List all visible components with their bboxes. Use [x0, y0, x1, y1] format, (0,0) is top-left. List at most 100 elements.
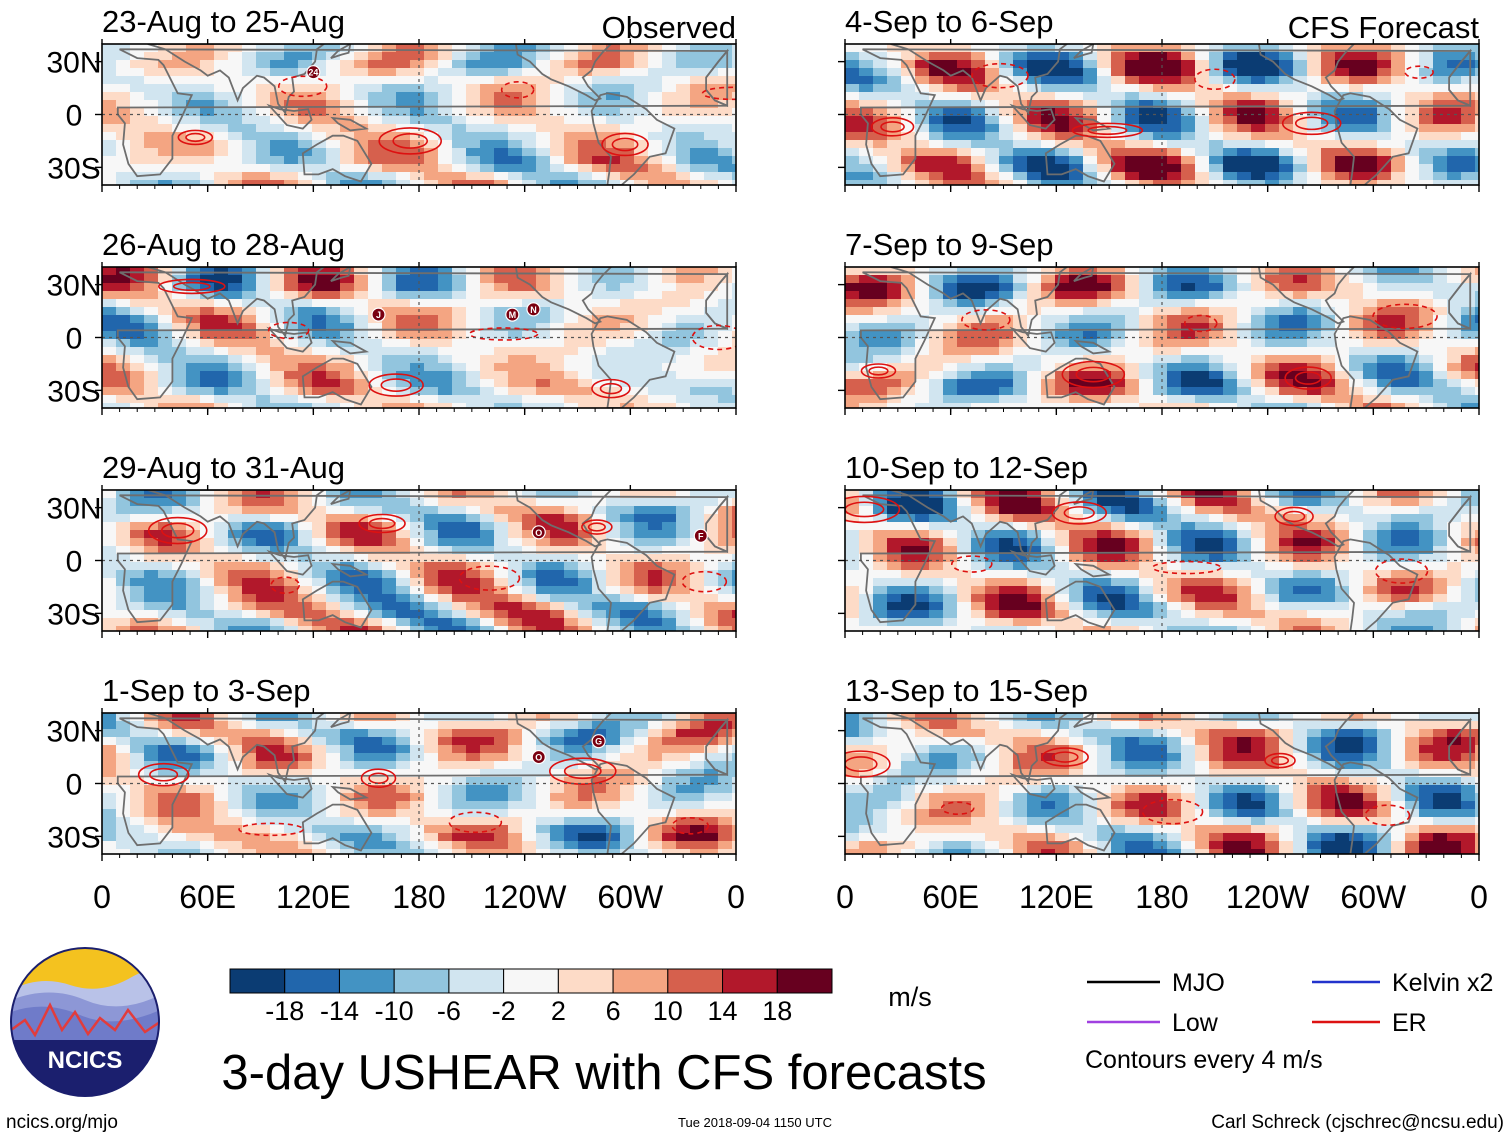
- storm-label: N: [530, 305, 537, 315]
- colorbar-swatch: [229, 968, 286, 994]
- coastlines: [116, 44, 730, 185]
- panel-date-label: 29-Aug to 31-Aug: [102, 450, 345, 485]
- colorbar-swatch: [722, 968, 778, 994]
- footer-author: Carl Schreck (cjschrec@ncsu.edu): [1211, 1112, 1504, 1133]
- colorbar-swatch: [557, 968, 614, 994]
- ncics-logo: NCICS: [10, 947, 160, 1097]
- shear-field: [845, 44, 1479, 185]
- coastlines: [116, 713, 730, 854]
- er-contours: [845, 747, 1411, 827]
- storm-marker: O: [531, 749, 546, 765]
- storm-label: 24: [308, 68, 318, 78]
- y-tick-label: 30N: [46, 47, 101, 80]
- x-tick-label: 60E: [922, 879, 979, 915]
- coastlines: [860, 490, 1473, 631]
- shear-field: [102, 713, 736, 854]
- x-tick-label: 120E: [276, 879, 351, 915]
- x-tick-label: 60W: [597, 879, 664, 915]
- colorbar-tick: -10: [375, 996, 414, 1026]
- legend-item: Kelvin x2: [1312, 969, 1493, 997]
- colorbar-swatch: [338, 968, 395, 994]
- panel-6: 7-Sep to 9-Sep: [838, 227, 1480, 415]
- x-tick-label: 0: [1470, 879, 1488, 915]
- x-tick-label: 120E: [1019, 879, 1094, 915]
- main-title: 3-day USHEAR with CFS forecasts: [221, 1046, 986, 1100]
- er-contours: [177, 75, 736, 157]
- storm-label: G: [595, 737, 602, 747]
- y-tick-label: 0: [66, 323, 83, 356]
- colorbar-tick: 2: [551, 996, 566, 1026]
- colorbar: -18 -14 -10 -6 -2 2 6 10 14 18 m/s: [229, 968, 932, 1026]
- panel-date-label: 23-Aug to 25-Aug: [102, 4, 345, 39]
- x-tick-label: 120W: [483, 879, 567, 915]
- panel-date-label: 10-Sep to 12-Sep: [845, 450, 1088, 485]
- x-axes-group: 0 60E 120E 180 120W 60W 0 0 60E 120E 180 120W 60W 0: [93, 879, 1488, 915]
- er-contours: [137, 757, 710, 837]
- shear-field: [102, 267, 736, 408]
- colorbar-swatch: [393, 968, 450, 994]
- x-tick-label: 180: [1135, 879, 1188, 915]
- column-title: Observed: [602, 10, 736, 45]
- column-title: CFS Forecast: [1288, 10, 1480, 45]
- colorbar-tick: -2: [492, 996, 516, 1026]
- y-tick-label: 0: [66, 100, 83, 133]
- er-contours: [860, 303, 1438, 390]
- shear-field: [845, 713, 1479, 854]
- colorbar-tick: 10: [653, 996, 683, 1026]
- colorbar-swatch: [448, 968, 505, 994]
- panel-8: 13-Sep to 15-Sep: [838, 673, 1480, 861]
- storm-marker: F: [693, 528, 708, 543]
- storm-marker: G: [591, 734, 606, 749]
- er-contours: [147, 513, 728, 594]
- logo-mountain-3: [11, 1006, 159, 1040]
- panel-date-label: 7-Sep to 9-Sep: [845, 227, 1054, 262]
- x-tick-label: 180: [392, 879, 445, 915]
- shear-field: [102, 490, 736, 631]
- colorbar-swatch: [284, 968, 340, 994]
- panel-5: 4-Sep to 6-Sep CFS Forecast: [838, 4, 1480, 192]
- storm-marker: N: [526, 302, 541, 317]
- panel-date-label: 1-Sep to 3-Sep: [102, 673, 311, 708]
- figure-texts: 3-day USHEAR with CFS forecasts ncics.or…: [6, 1046, 1504, 1133]
- colorbar-tick: -18: [265, 996, 304, 1026]
- colorbar-tick: -14: [320, 996, 359, 1026]
- storm-marker: O: [531, 525, 546, 540]
- colorbar-tick: -6: [437, 996, 461, 1026]
- legend-label: MJO: [1172, 969, 1225, 997]
- colorbar-units: m/s: [888, 982, 932, 1012]
- legend-label: Low: [1172, 1009, 1219, 1037]
- legend-label: ER: [1392, 1009, 1427, 1037]
- storm-marker: J: [371, 307, 386, 322]
- panel-date-label: 26-Aug to 28-Aug: [102, 227, 345, 262]
- panel-date-label: 4-Sep to 6-Sep: [845, 4, 1054, 39]
- legend-label: Kelvin x2: [1392, 969, 1493, 997]
- logo-graph-line: [11, 1002, 159, 1038]
- y-tick-label: 30N: [46, 493, 101, 526]
- y-tick-label: 0: [66, 769, 83, 802]
- y-tick-label: 30S: [47, 821, 100, 854]
- panel-date-label: 13-Sep to 15-Sep: [845, 673, 1088, 708]
- y-tick-label: 30S: [47, 152, 100, 185]
- er-contours: [870, 62, 1434, 139]
- contour-note: Contours every 4 m/s: [1085, 1046, 1323, 1074]
- logo-text: NCICS: [48, 1047, 123, 1074]
- colorbar-swatch: [667, 968, 724, 994]
- panel-7: 10-Sep to 12-Sep: [838, 450, 1480, 638]
- x-tick-label: 0: [93, 879, 111, 915]
- footer-url: ncics.org/mjo: [6, 1112, 118, 1133]
- y-tick-label: 30S: [47, 598, 100, 631]
- storm-marker: M: [505, 307, 520, 322]
- storm-label: J: [376, 310, 381, 320]
- y-tick-label: 30S: [47, 375, 100, 408]
- colorbar-swatch: [612, 968, 669, 994]
- coastlines: [860, 713, 1473, 854]
- legend-item: Low: [1087, 1009, 1219, 1037]
- storm-label: O: [535, 528, 542, 538]
- y-tick-label: 30N: [46, 716, 101, 749]
